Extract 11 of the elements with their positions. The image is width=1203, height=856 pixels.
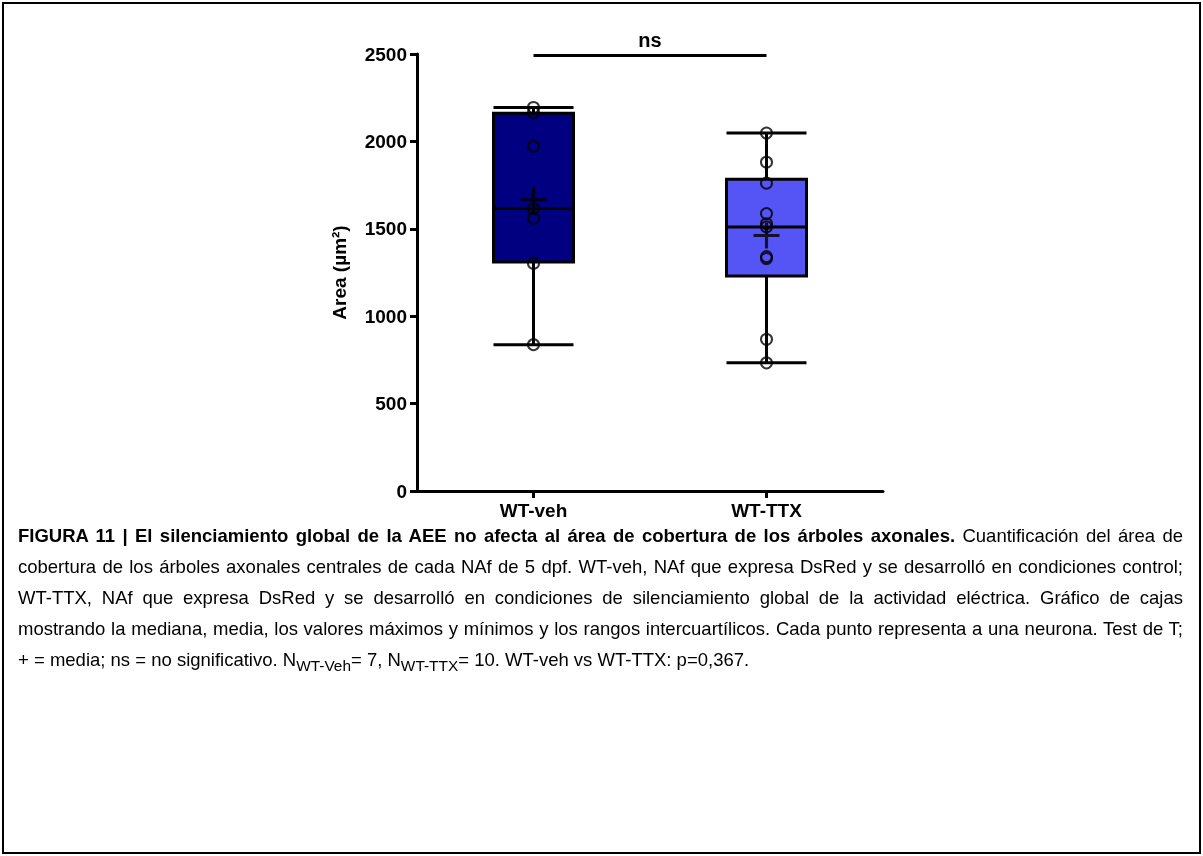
text: ns [638, 28, 662, 51]
y-tick-label: 2500 [364, 43, 407, 65]
x-tick-label: WT-veh [499, 500, 568, 521]
text: FIGURA 11 | El silenciamiento global de la AEE no afecta al área de cobertura de los árboles axonales. [18, 525, 956, 546]
y-tick-label: 2000 [364, 130, 407, 152]
x-tick-label: WT-TTX [731, 500, 803, 521]
y-tick-label: 500 [375, 393, 407, 415]
y-axis-title: Area (µm²) [329, 225, 350, 320]
y-tick-label: 0 [396, 480, 407, 502]
y-tick-label: 1500 [364, 218, 407, 240]
y-tick-label: 1000 [364, 305, 407, 327]
